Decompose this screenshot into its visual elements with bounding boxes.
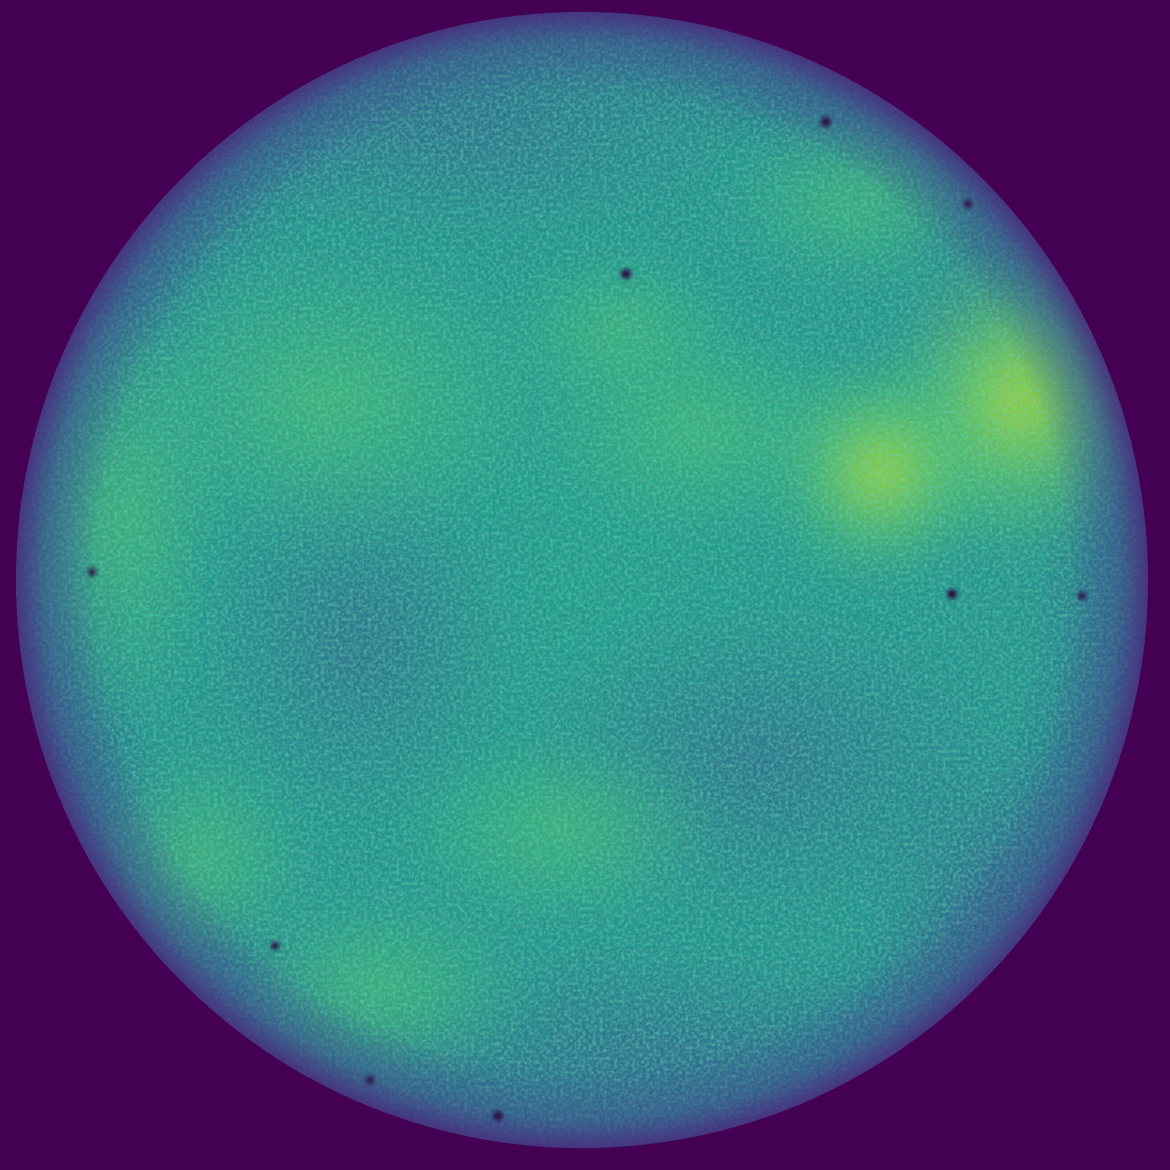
disc-edge-vignette [16,12,1148,1148]
dark-spot [366,1076,374,1084]
dark-spot [821,117,831,127]
dark-spot [88,568,96,576]
dark-spot [493,1111,503,1121]
dark-spots [88,117,1086,1121]
dark-spot [621,269,631,279]
dark-spot [271,942,279,950]
dark-spot [1078,592,1086,600]
dark-spot [947,589,957,599]
dark-spot [964,200,972,208]
